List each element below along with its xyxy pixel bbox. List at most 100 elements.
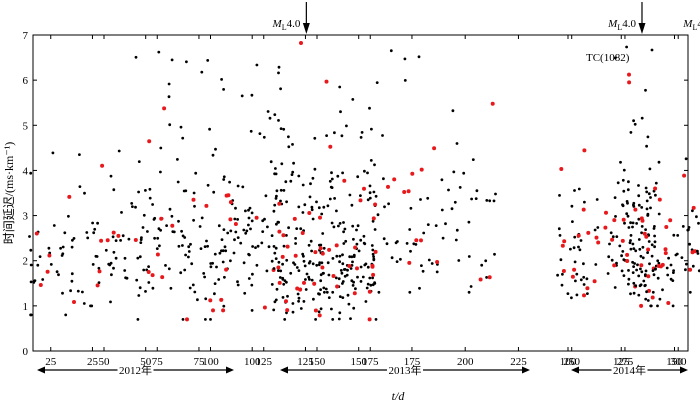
black-point — [242, 261, 246, 265]
black-point — [96, 221, 99, 225]
black-point — [355, 242, 359, 246]
black-point — [277, 269, 280, 272]
black-point — [644, 269, 648, 273]
black-point — [97, 266, 101, 270]
black-point — [120, 211, 123, 214]
black-point — [266, 110, 270, 113]
black-point — [275, 189, 279, 193]
black-point — [350, 279, 354, 283]
black-point — [109, 300, 112, 304]
red-point — [559, 167, 564, 171]
black-point — [343, 227, 347, 231]
black-point — [29, 263, 33, 267]
black-point — [326, 261, 330, 265]
black-point — [290, 173, 294, 177]
black-point — [320, 212, 324, 216]
black-point — [687, 226, 691, 229]
black-point — [654, 193, 657, 197]
black-point — [317, 263, 321, 267]
black-point — [336, 174, 340, 178]
black-point — [209, 262, 213, 265]
red-point — [320, 265, 325, 270]
black-point — [273, 203, 277, 207]
black-point — [684, 268, 687, 272]
black-point — [646, 135, 650, 139]
black-point — [147, 265, 151, 268]
red-point — [594, 235, 599, 240]
black-point — [370, 127, 373, 131]
red-point — [313, 250, 318, 255]
black-point — [170, 58, 174, 62]
black-point — [349, 267, 353, 270]
black-point — [657, 212, 661, 216]
black-point — [611, 235, 615, 239]
black-point — [319, 243, 323, 247]
black-point — [621, 178, 625, 182]
black-point — [276, 220, 280, 224]
black-point — [318, 261, 322, 264]
black-point — [636, 263, 639, 267]
black-point — [485, 276, 488, 279]
black-point — [640, 231, 643, 235]
black-point — [239, 241, 243, 245]
black-point — [222, 88, 226, 91]
black-point — [688, 290, 692, 294]
black-point — [301, 183, 305, 187]
black-point — [441, 236, 445, 240]
black-point — [282, 189, 286, 192]
black-point — [351, 284, 355, 287]
red-point — [419, 238, 423, 243]
red-point — [276, 265, 281, 270]
black-point — [204, 297, 208, 301]
black-point — [376, 213, 380, 217]
black-point — [622, 274, 626, 277]
black-point — [59, 246, 62, 250]
black-point — [206, 59, 210, 62]
black-point — [357, 249, 361, 253]
red-point — [621, 217, 626, 222]
black-point — [493, 252, 496, 256]
black-point — [180, 229, 184, 233]
black-point — [435, 270, 439, 274]
black-point — [338, 311, 342, 315]
black-point — [213, 282, 217, 285]
black-point — [285, 280, 288, 284]
event-label: ML4.0 — [272, 18, 301, 32]
red-point — [320, 251, 325, 256]
black-point — [296, 292, 300, 296]
black-point — [647, 233, 650, 237]
black-point — [325, 134, 328, 138]
black-point — [646, 251, 649, 255]
black-point — [254, 246, 257, 250]
red-point — [277, 201, 282, 206]
red-point — [620, 238, 625, 243]
black-point — [676, 234, 680, 237]
black-point — [273, 251, 277, 255]
red-point — [318, 215, 322, 220]
black-point — [467, 220, 471, 224]
black-point — [330, 186, 334, 190]
black-point — [104, 248, 108, 252]
black-point — [644, 274, 647, 278]
black-point — [236, 218, 240, 221]
black-point — [632, 281, 636, 285]
black-point — [606, 272, 610, 275]
black-point — [354, 287, 357, 291]
red-point — [582, 148, 587, 153]
black-point — [633, 122, 637, 126]
black-point — [582, 283, 586, 286]
red-point — [34, 231, 39, 236]
plot-frame — [32, 34, 689, 352]
black-point — [359, 136, 363, 139]
black-point — [368, 191, 372, 195]
black-point — [221, 260, 225, 264]
black-point — [255, 263, 259, 267]
black-point — [352, 237, 355, 241]
black-point — [627, 277, 631, 281]
red-point — [312, 281, 317, 286]
black-point — [297, 174, 301, 178]
red-point — [668, 218, 673, 223]
black-point — [648, 167, 652, 171]
red-point — [367, 317, 372, 322]
black-point — [193, 204, 196, 208]
